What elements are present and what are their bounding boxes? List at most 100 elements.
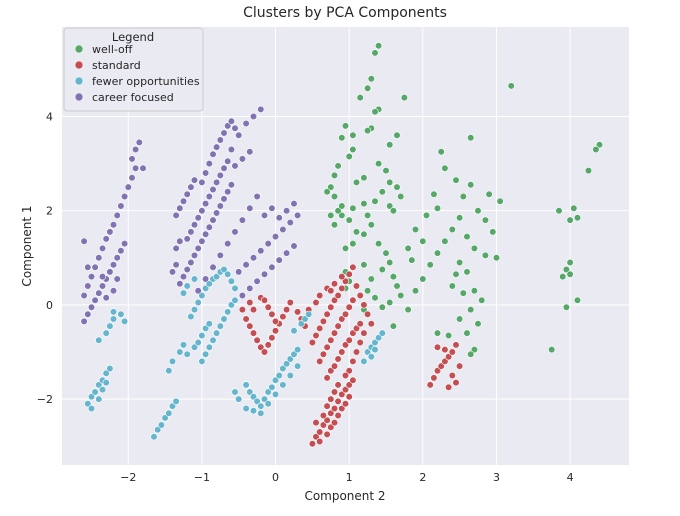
data-point xyxy=(176,237,184,245)
data-point xyxy=(95,395,103,403)
data-point xyxy=(338,348,346,356)
data-point xyxy=(338,273,346,281)
data-point xyxy=(205,280,213,288)
data-point xyxy=(330,171,339,179)
data-point xyxy=(190,221,199,229)
data-point xyxy=(397,192,405,201)
data-point xyxy=(334,355,342,363)
legend-entry-label: fewer opportunities xyxy=(92,75,200,88)
data-point xyxy=(448,282,456,290)
data-point xyxy=(441,237,449,245)
data-point xyxy=(341,244,350,252)
series-1 xyxy=(238,263,464,448)
data-point xyxy=(338,134,346,142)
data-point xyxy=(364,310,372,318)
data-point xyxy=(109,315,118,323)
data-point xyxy=(275,371,283,380)
data-point xyxy=(316,324,324,333)
data-point xyxy=(194,244,202,252)
data-point xyxy=(98,244,107,252)
data-point xyxy=(139,164,147,172)
data-point xyxy=(393,183,401,191)
data-points xyxy=(80,42,604,448)
x-tick-label: 2 xyxy=(419,471,426,484)
data-point xyxy=(341,386,350,394)
data-point xyxy=(562,265,571,274)
data-point xyxy=(109,261,118,269)
data-point xyxy=(319,411,328,420)
data-point xyxy=(327,183,335,191)
data-point xyxy=(360,357,368,366)
data-point xyxy=(235,131,243,139)
data-point xyxy=(168,268,177,276)
data-point xyxy=(128,174,136,182)
data-point xyxy=(253,277,261,285)
data-point xyxy=(205,160,213,168)
data-point xyxy=(117,310,125,318)
data-point xyxy=(459,289,467,297)
data-point xyxy=(205,320,213,328)
data-point xyxy=(183,350,191,358)
data-point xyxy=(349,240,357,248)
data-point xyxy=(87,303,96,311)
data-point xyxy=(378,303,386,311)
data-point xyxy=(386,178,394,186)
data-point xyxy=(253,397,261,406)
data-point xyxy=(157,421,165,429)
data-point xyxy=(286,355,294,363)
data-point xyxy=(430,190,438,198)
data-point xyxy=(95,289,103,297)
data-point xyxy=(246,322,254,330)
data-point xyxy=(106,268,114,276)
data-point xyxy=(238,306,246,314)
data-point xyxy=(330,192,339,201)
data-point xyxy=(360,230,368,238)
data-point xyxy=(209,216,217,224)
data-point xyxy=(349,357,357,366)
data-point xyxy=(345,270,353,278)
data-point xyxy=(437,148,445,156)
data-point xyxy=(242,119,250,128)
data-point xyxy=(441,164,449,172)
data-point xyxy=(257,105,265,113)
data-point xyxy=(290,200,298,208)
data-point xyxy=(496,197,504,205)
data-point xyxy=(117,247,125,255)
data-point xyxy=(334,322,342,330)
data-point xyxy=(470,287,479,295)
data-point xyxy=(338,202,346,210)
data-point xyxy=(260,211,269,219)
data-point xyxy=(400,93,409,102)
data-point xyxy=(360,301,368,309)
data-point xyxy=(371,108,379,116)
data-point xyxy=(216,251,224,259)
data-point xyxy=(386,141,394,149)
data-point xyxy=(194,298,202,307)
data-point xyxy=(323,402,331,410)
data-point xyxy=(548,346,556,354)
data-point xyxy=(249,407,258,415)
data-point xyxy=(356,338,364,347)
data-point xyxy=(481,216,490,224)
data-point xyxy=(253,336,261,344)
data-point xyxy=(448,348,456,356)
data-point xyxy=(345,367,353,375)
series-0 xyxy=(323,42,604,358)
data-point xyxy=(411,225,420,234)
data-point xyxy=(238,216,246,224)
data-point xyxy=(113,211,121,219)
data-point xyxy=(209,150,217,158)
legend-marker xyxy=(74,92,84,102)
data-point xyxy=(452,341,460,349)
data-point xyxy=(84,282,92,290)
data-point xyxy=(290,350,298,358)
data-point xyxy=(84,263,92,271)
data-point xyxy=(334,397,342,406)
data-point xyxy=(202,200,210,208)
data-point xyxy=(448,225,456,234)
data-point xyxy=(330,419,339,427)
data-point xyxy=(566,258,574,267)
data-point xyxy=(312,433,320,441)
data-point xyxy=(360,200,368,208)
legend-marker xyxy=(74,44,84,54)
